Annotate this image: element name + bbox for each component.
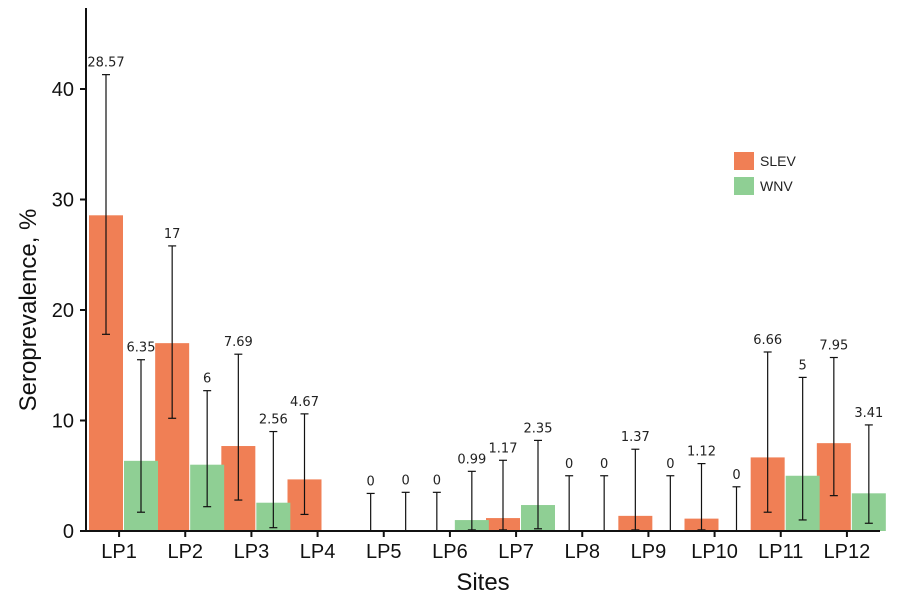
y-tick-label: 20 [52, 300, 74, 322]
wnv-data-label: 3.41 [854, 406, 883, 421]
wnv-data-label: 0 [666, 457, 674, 472]
slev-data-label: 28.57 [87, 56, 124, 71]
y-axis-title: Seroprevalence, % [15, 209, 42, 412]
x-tick-label: LP5 [366, 541, 402, 563]
x-tick-label: LP8 [564, 541, 600, 563]
slev-legend-swatch [734, 152, 754, 170]
slev-data-label: 7.95 [819, 339, 848, 354]
wnv-legend-label: WNV [760, 178, 793, 194]
wnv-data-label: 2.56 [259, 413, 288, 428]
slev-data-label: 0 [565, 457, 573, 472]
wnv-data-label: 0.99 [457, 452, 486, 467]
y-tick-label: 10 [52, 411, 74, 433]
data-labels-layer: 28.57 17 7.69 4.67 0 0 1.17 0 1.37 1.12 6.66 7.95 6.… [87, 56, 883, 490]
slev-data-label: 7.69 [224, 335, 253, 350]
slev-data-label: 17 [164, 227, 181, 242]
slev-legend-label: SLEV [760, 153, 796, 169]
y-ticks: 0 10 20 30 40 [52, 79, 86, 543]
y-tick-label: 30 [52, 190, 74, 212]
x-tick-label: LP7 [498, 541, 534, 563]
x-tick-label: LP2 [167, 541, 203, 563]
x-tick-label: LP1 [101, 541, 137, 563]
slev-data-label: 0 [433, 473, 441, 488]
slev-data-label: 1.17 [489, 441, 518, 456]
slev-data-label: 0 [367, 474, 375, 489]
wnv-data-label: 0 [732, 468, 740, 483]
error-bars-layer [102, 74, 873, 532]
x-tick-label: LP9 [631, 541, 667, 563]
slev-data-label: 1.12 [687, 445, 716, 460]
x-tick-label: LP4 [300, 541, 336, 563]
wnv-legend-swatch [734, 177, 754, 195]
slev-data-label: 4.67 [290, 395, 319, 410]
x-tick-label: LP12 [824, 541, 871, 563]
x-tick-label: LP3 [234, 541, 270, 563]
x-tick-label: LP11 [758, 541, 803, 563]
wnv-data-label: 6 [203, 372, 211, 387]
wnv-data-label: 2.35 [524, 421, 553, 436]
slev-data-label: 6.66 [753, 333, 782, 348]
wnv-data-label: 0 [600, 457, 608, 472]
slev-data-label: 1.37 [621, 430, 650, 445]
wnv-data-label: 5 [799, 358, 807, 373]
y-tick-label: 40 [52, 79, 74, 101]
x-tick-label: LP10 [691, 541, 738, 563]
wnv-data-label: 6.35 [127, 341, 156, 356]
x-axis-title: Sites [456, 569, 509, 596]
x-ticks: LP1 LP2 LP3 LP4 LP5 LP6 LP7 LP8 LP9 LP10 LP11 LP12 [101, 531, 870, 563]
x-tick-label: LP6 [432, 541, 468, 563]
axes-layer [85, 8, 880, 532]
y-tick-label: 0 [63, 521, 74, 543]
wnv-data-label: 0 [402, 473, 410, 488]
legend: SLEV WNV [734, 152, 796, 195]
